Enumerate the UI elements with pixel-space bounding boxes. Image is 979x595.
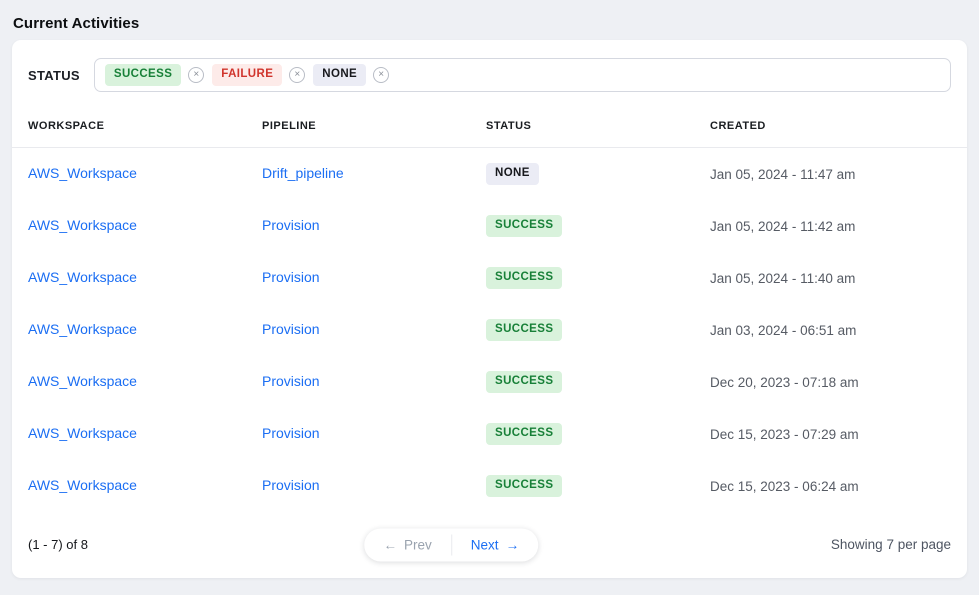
table-row: AWS_Workspace Provision SUCCESS Jan 05, 202…	[12, 252, 967, 304]
status-badge: SUCCESS	[486, 267, 563, 289]
filter-tag-failure: FAILURE	[212, 64, 283, 86]
pipeline-link[interactable]: Provision	[262, 477, 320, 493]
table-row: AWS_Workspace Provision SUCCESS Jan 05, 202…	[12, 200, 967, 252]
pipeline-link[interactable]: Provision	[262, 425, 320, 441]
status-filter-label: STATUS	[28, 67, 80, 83]
created-timestamp: Jan 05, 2024 - 11:40 am	[710, 270, 856, 286]
filter-tag-group: FAILURE ×	[212, 64, 306, 86]
remove-tag-icon[interactable]: ×	[289, 66, 306, 83]
per-page-label: Showing 7 per page	[830, 536, 951, 552]
column-header-workspace: WORKSPACE	[28, 119, 105, 132]
pipeline-link[interactable]: Provision	[262, 373, 320, 389]
column-header-pipeline: PIPELINE	[262, 119, 317, 132]
column-header-status: STATUS	[486, 119, 532, 132]
created-timestamp: Dec 15, 2023 - 07:29 am	[710, 426, 859, 442]
workspace-link[interactable]: AWS_Workspace	[28, 269, 137, 285]
column-header-created: CREATED	[710, 119, 766, 132]
table-header-row: WORKSPACE PIPELINE STATUS CREATED	[12, 104, 967, 148]
status-badge: SUCCESS	[486, 215, 563, 237]
next-button-label: Next	[470, 537, 499, 553]
workspace-link[interactable]: AWS_Workspace	[28, 373, 137, 389]
prev-button-label: Prev	[404, 537, 432, 553]
table-footer: (1 - 7) of 8 ← Prev Next → Showing 7 per…	[12, 516, 967, 578]
filter-tag-success: SUCCESS	[104, 64, 182, 86]
created-timestamp: Jan 05, 2024 - 11:47 am	[710, 166, 856, 182]
created-timestamp: Dec 15, 2023 - 06:24 am	[710, 478, 859, 494]
table-row: AWS_Workspace Provision SUCCESS Dec 20, 202…	[12, 356, 967, 408]
status-badge: SUCCESS	[486, 319, 563, 341]
filter-tag-group: NONE ×	[313, 64, 390, 86]
pipeline-link[interactable]: Provision	[262, 321, 320, 337]
status-filter-input[interactable]: SUCCESS × FAILURE × NONE ×	[93, 58, 951, 92]
next-page-button[interactable]: Next →	[452, 529, 538, 562]
status-filter-row: STATUS SUCCESS × FAILURE × NONE ×	[12, 40, 967, 104]
remove-tag-icon[interactable]: ×	[188, 66, 205, 83]
status-badge: SUCCESS	[486, 423, 563, 445]
pipeline-link[interactable]: Provision	[262, 217, 320, 233]
left-arrow-icon: ←	[383, 537, 398, 553]
filter-tag-none: NONE	[313, 64, 367, 86]
status-badge: NONE	[486, 163, 539, 185]
created-timestamp: Jan 05, 2024 - 11:42 am	[710, 218, 856, 234]
remove-tag-icon[interactable]: ×	[373, 66, 390, 83]
activities-table: WORKSPACE PIPELINE STATUS CREATED AWS_Wo…	[12, 104, 967, 516]
status-badge: SUCCESS	[486, 371, 563, 393]
status-badge: SUCCESS	[486, 475, 563, 497]
created-timestamp: Dec 20, 2023 - 07:18 am	[710, 374, 859, 390]
table-body: AWS_Workspace Drift_pipeline NONE Jan 05, 2…	[12, 148, 967, 512]
workspace-link[interactable]: AWS_Workspace	[28, 217, 137, 233]
pager: ← Prev Next →	[364, 528, 539, 562]
workspace-link[interactable]: AWS_Workspace	[28, 165, 137, 181]
prev-page-button[interactable]: ← Prev	[365, 529, 451, 562]
table-row: AWS_Workspace Provision SUCCESS Dec 15, 202…	[12, 460, 967, 512]
pipeline-link[interactable]: Drift_pipeline	[262, 165, 344, 181]
pipeline-link[interactable]: Provision	[262, 269, 320, 285]
filter-tag-group: SUCCESS ×	[104, 64, 205, 86]
table-row: AWS_Workspace Provision SUCCESS Jan 03, 202…	[12, 304, 967, 356]
page-title: Current Activities	[13, 15, 140, 32]
created-timestamp: Jan 03, 2024 - 06:51 am	[710, 322, 857, 338]
current-activities-card: STATUS SUCCESS × FAILURE × NONE × WORKSPACE P…	[12, 40, 967, 578]
workspace-link[interactable]: AWS_Workspace	[28, 425, 137, 441]
workspace-link[interactable]: AWS_Workspace	[28, 321, 137, 337]
pagination-range-label: (1 - 7) of 8	[28, 536, 88, 552]
pager-divider	[450, 534, 452, 556]
table-row: AWS_Workspace Drift_pipeline NONE Jan 05, 2…	[12, 148, 967, 200]
table-row: AWS_Workspace Provision SUCCESS Dec 15, 202…	[12, 408, 967, 460]
right-arrow-icon: →	[505, 537, 520, 553]
workspace-link[interactable]: AWS_Workspace	[28, 477, 137, 493]
